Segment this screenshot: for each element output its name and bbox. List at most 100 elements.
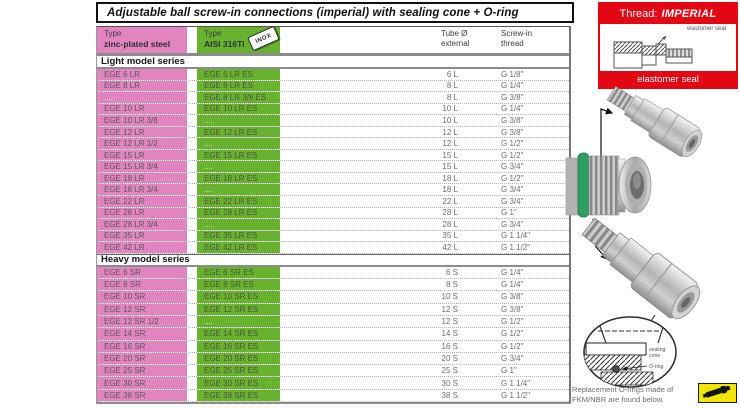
cell-zinc-type: EGE 18 LR 3/4	[97, 184, 187, 196]
table-row: EGE 12 SR EGE 12 SR ES 12 S G 3/8"	[97, 303, 569, 316]
seal-arrow-top	[600, 107, 614, 161]
cell-thread: G 3/4"	[501, 219, 524, 229]
cell-aisi-type: EGE 20 SR ES	[197, 352, 280, 365]
cell-thread: G 1"	[501, 366, 517, 376]
cell-tube-od: 20 S	[441, 353, 458, 363]
cell-tube-od: 12 S	[441, 317, 458, 327]
cell-tube-od: 28 L	[442, 208, 458, 218]
section-header: Light model series	[97, 56, 569, 69]
cell-zinc-type: EGE 15 LR 3/4	[97, 161, 187, 172]
cell-aisi-type: EGE 38 SR ES	[197, 389, 280, 402]
cell-zinc-type: EGE 18 LR	[97, 172, 187, 184]
table-row: EGE 20 SR EGE 20 SR ES 20 S G 3/4"	[97, 352, 569, 366]
cell-aisi-type: EGE 18 LR ES	[197, 172, 280, 184]
replacement-oring-note-line2: FKM/NBR are found below.	[572, 394, 665, 404]
header-screw-thread-line2: thread	[501, 39, 524, 48]
thread-value: IMPERIAL	[661, 8, 717, 20]
cell-aisi-type: EGE 35 LR ES	[197, 230, 280, 242]
table-row: EGE 12 SR 1/2.... 12 S G 1/2"	[97, 315, 569, 329]
cell-zinc-type: EGE 14 SR	[97, 328, 187, 340]
table-row: EGE 30 SR EGE 30 SR ES 30 S G 1 1/4"	[97, 377, 569, 390]
table-row: EGE 10 LR EGE 10 LR ES 10 L G 1/4"	[97, 103, 569, 116]
detail-leader-line	[640, 314, 656, 337]
replacement-oring-note-line1: Replacement O-rings made of	[572, 385, 674, 394]
table-row: EGE 35 LR EGE 35 LR ES 35 L G 1 1/4"	[97, 230, 569, 243]
header-zinc-type: Type zinc-plated steel	[97, 27, 187, 53]
cell-aisi-type: EGE 30 SR ES	[197, 377, 280, 389]
table-row: EGE 10 LR 3/8.... 10 L G 3/8"	[97, 115, 569, 127]
cell-thread: G 3/8"	[501, 304, 524, 314]
cell-aisi-type: EGE 12 LR ES	[197, 126, 280, 138]
cell-zinc-type: EGE 20 SR	[97, 352, 187, 365]
cell-tube-od: 38 S	[441, 390, 458, 400]
label-sealing-cone-1: sealing	[649, 347, 666, 353]
cell-aisi-type: EGE 15 LR ES	[197, 149, 280, 161]
table-row: EGE 18 LR EGE 18 LR ES 18 L G 1/2"	[97, 172, 569, 185]
cell-aisi-type: EGE 6 LR ES	[197, 69, 280, 80]
cell-tube-od: 25 S	[441, 366, 458, 376]
cell-zinc-type: EGE 22 LR	[97, 196, 187, 207]
table-row: EGE 25 SR EGE 25 SR ES 25 S G 1"	[97, 365, 569, 378]
replacement-oring-note: Replacement O-rings made of FKM/NBR are …	[572, 385, 697, 405]
cell-tube-od: 12 L	[442, 127, 458, 137]
label-o-ring: O-ring	[649, 364, 664, 370]
cell-thread: G 1/4"	[501, 280, 524, 290]
cell-zinc-type: EGE 8 SR	[97, 279, 187, 291]
photo-fitting-large	[581, 217, 701, 320]
cell-zinc-type: EGE 38 SR	[97, 389, 187, 402]
cell-zinc-type: EGE 30 SR	[97, 377, 187, 389]
cell-thread: G 1/2"	[501, 139, 524, 149]
table-row: EGE 8 LR EGE 8 LR ES 8 L G 1/4"	[97, 80, 569, 93]
header-aisi-type-label: Type	[204, 29, 222, 38]
cell-zinc-type: EGE 12 LR	[97, 126, 187, 138]
cell-aisi-type: EGE 10 SR ES	[197, 291, 280, 303]
elastomer-seal-pointer-label: elastomer seal	[686, 26, 726, 32]
cell-aisi-type: ....	[197, 161, 280, 172]
page-title-box: Adjustable ball screw-in connections (im…	[96, 2, 574, 23]
table-row: EGE 22 LR EGE 22 LR ES 22 L G 3/4"	[97, 196, 569, 208]
table-row: .... EGE 8 LR 3/8 ES 8 L G 3/8"	[97, 92, 569, 104]
thread-label: Thread:	[619, 8, 658, 20]
cell-zinc-type: ....	[97, 92, 187, 103]
cell-tube-od: 22 L	[442, 196, 458, 206]
cell-zinc-type: EGE 35 LR	[97, 230, 187, 242]
header-tube-od-line2: external	[441, 39, 470, 48]
table-row: EGE 15 LR EGE 15 LR ES 15 L G 1/2"	[97, 149, 569, 162]
photo-thread-closeup-green-seal	[565, 152, 652, 218]
thread-standard-header: Thread: IMPERIAL	[600, 4, 736, 24]
cell-aisi-type: ....	[197, 219, 280, 230]
cell-thread: G 1/2"	[501, 341, 524, 351]
cell-tube-od: 30 S	[441, 378, 458, 388]
cell-zinc-type: EGE 8 LR	[97, 80, 187, 92]
cell-tube-od: 6 S	[445, 267, 458, 277]
table-row: EGE 16 SR EGE 16 SR ES 16 S G 1/2"	[97, 340, 569, 353]
cell-tube-od: 15 L	[442, 150, 458, 160]
photo-fitting-zinc	[606, 85, 703, 158]
table-row: EGE 42 LR EGE 42 LR ES 42 L G 1 1/2"	[97, 242, 569, 254]
cell-aisi-type: EGE 8 LR 3/8 ES	[197, 92, 280, 103]
cell-tube-od: 42 L	[442, 242, 458, 252]
cell-aisi-type: EGE 22 LR ES	[197, 196, 280, 207]
cell-zinc-type: EGE 6 LR	[97, 69, 187, 80]
cell-zinc-type: EGE 16 SR	[97, 340, 187, 352]
table-section: Light model series EGE 6 LR EGE 6 LR ES 6 L…	[97, 56, 569, 254]
cell-thread: G 3/4"	[501, 196, 524, 206]
cell-thread: G 3/4"	[501, 353, 524, 363]
cell-tube-od: 8 L	[446, 81, 458, 91]
cell-thread: G 1/2"	[501, 329, 524, 339]
table-row: EGE 28 LR EGE 28 LR ES 28 L G 1"	[97, 207, 569, 220]
cell-thread: G 1 1/4"	[501, 231, 531, 241]
cell-aisi-type: ....	[197, 138, 280, 149]
cell-tube-od: 15 L	[442, 162, 458, 172]
cell-aisi-type: EGE 25 SR ES	[197, 365, 280, 377]
seal-arrow-bottom	[592, 218, 608, 260]
cell-thread: G 3/4"	[501, 162, 524, 172]
cell-zinc-type: EGE 25 SR	[97, 365, 187, 377]
cell-aisi-type: EGE 14 SR ES	[197, 328, 280, 340]
cell-aisi-type: EGE 8 SR ES	[197, 279, 280, 291]
cell-thread: G 1/2"	[501, 173, 524, 183]
cell-tube-od: 8 L	[446, 92, 458, 102]
cell-tube-od: 18 L	[442, 185, 458, 195]
cell-tube-od: 10 L	[442, 115, 458, 125]
cell-tube-od: 12 S	[441, 304, 458, 314]
